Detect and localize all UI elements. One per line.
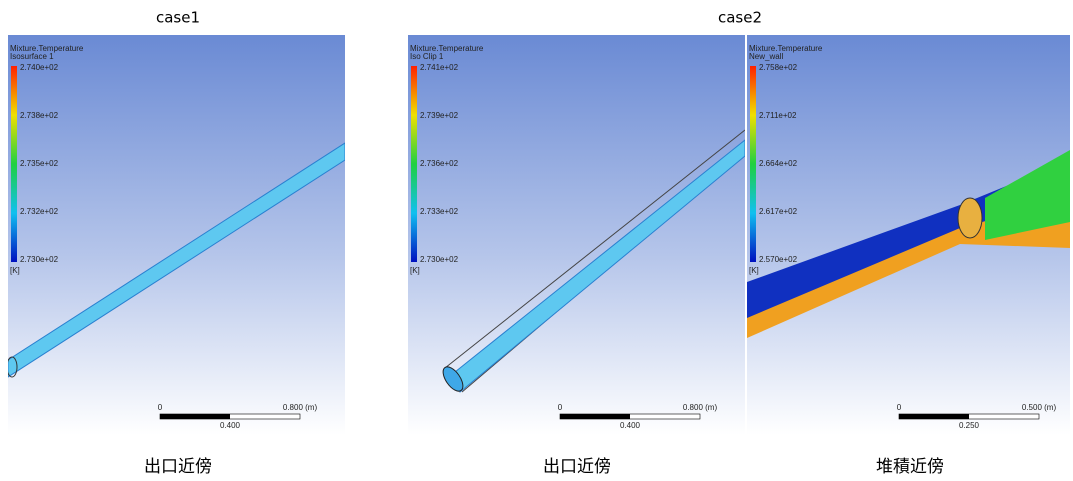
scale-bar bbox=[560, 414, 630, 419]
colorbar bbox=[750, 66, 756, 262]
legend-unit: [K] bbox=[10, 266, 20, 275]
scale-label: 0 bbox=[158, 403, 163, 412]
legend-tick: 2.736e+02 bbox=[420, 159, 459, 168]
legend-tick: 2.739e+02 bbox=[420, 111, 459, 120]
legend-tick: 2.735e+02 bbox=[20, 159, 59, 168]
scale-label: 0 bbox=[558, 403, 563, 412]
caption: 堆積近傍 bbox=[876, 457, 944, 477]
scale-label: 0.800 (m) bbox=[283, 403, 318, 412]
scale-label: 0.250 bbox=[959, 421, 980, 430]
legend-subtitle: Isosurface 1 bbox=[10, 52, 54, 61]
colorbar bbox=[11, 66, 17, 262]
caption: 出口近傍 bbox=[543, 457, 611, 477]
legend-unit: [K] bbox=[410, 266, 420, 275]
legend-tick: 2.741e+02 bbox=[420, 63, 459, 72]
legend-tick: 2.740e+02 bbox=[20, 63, 59, 72]
figure: case1 case2 出口近傍 出口近傍 堆積近傍 Mixture.Tempe… bbox=[0, 0, 1073, 481]
caption: 出口近傍 bbox=[144, 457, 212, 477]
legend-subtitle: New_wall bbox=[749, 52, 783, 61]
case-label: case1 bbox=[156, 9, 200, 27]
scale-label: 0.400 bbox=[220, 421, 241, 430]
legend-tick: 2.664e+02 bbox=[759, 159, 798, 168]
legend-tick: 2.758e+02 bbox=[759, 63, 798, 72]
legend-unit: [K] bbox=[749, 266, 759, 275]
legend-tick: 2.711e+02 bbox=[759, 111, 797, 120]
scale-label: 0.800 (m) bbox=[683, 403, 718, 412]
legend-tick: 2.732e+02 bbox=[20, 207, 59, 216]
scale-label: 0.500 (m) bbox=[1022, 403, 1057, 412]
legend-tick: 2.570e+02 bbox=[759, 255, 798, 264]
legend-tick: 2.617e+02 bbox=[759, 207, 798, 216]
panel-bg bbox=[8, 35, 345, 435]
scale-bar bbox=[899, 414, 969, 419]
case-label: case2 bbox=[718, 9, 762, 27]
scale-label: 0 bbox=[897, 403, 902, 412]
legend-subtitle: Iso Clip 1 bbox=[410, 52, 444, 61]
legend-tick: 2.730e+02 bbox=[20, 255, 59, 264]
colorbar bbox=[411, 66, 417, 262]
scale-bar bbox=[160, 414, 230, 419]
scale-label: 0.400 bbox=[620, 421, 641, 430]
legend-tick: 2.730e+02 bbox=[420, 255, 459, 264]
legend-tick: 2.733e+02 bbox=[420, 207, 459, 216]
legend-tick: 2.738e+02 bbox=[20, 111, 59, 120]
